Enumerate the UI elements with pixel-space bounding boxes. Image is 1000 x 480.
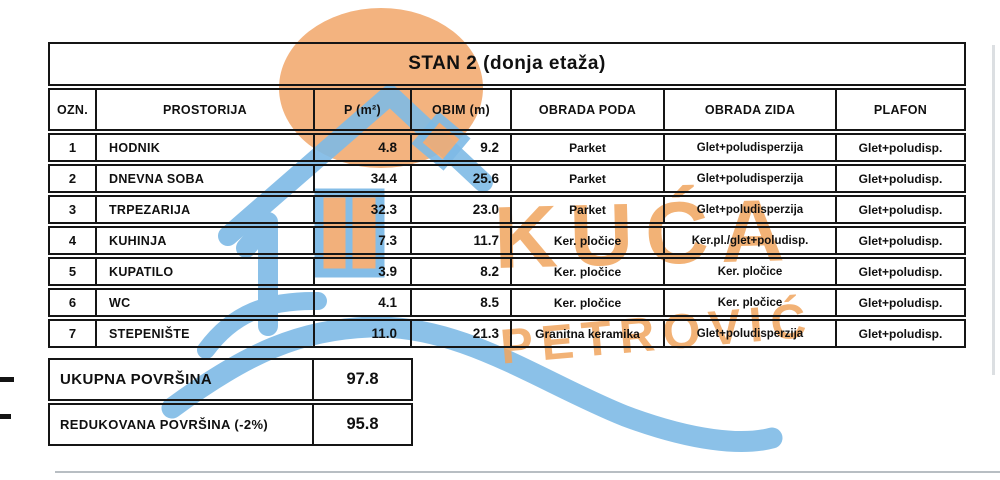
- header-obrada-poda: OBRADA PODA: [512, 90, 665, 129]
- summary-row-total: UKUPNA POVRŠINA 97.8: [48, 358, 413, 401]
- table-header-row: OZN. PROSTORIJA P (m²) OBIM (m) OBRADA P…: [48, 88, 966, 131]
- cell-ozn: 6: [50, 290, 97, 315]
- cell-floor: Ker. pločice: [512, 259, 665, 284]
- header-obrada-zida: OBRADA ZIDA: [665, 90, 837, 129]
- table-row: 2 DNEVNA SOBA 34.4 25.6 Parket Glet+polu…: [48, 164, 966, 193]
- table-row: 4 KUHINJA 7.3 11.7 Ker. pločice Ker.pl./…: [48, 226, 966, 255]
- scan-right-edge: [992, 45, 995, 375]
- table-row: 6 WC 4.1 8.5 Ker. pločice Ker. pločice G…: [48, 288, 966, 317]
- header-obim: OBIM (m): [412, 90, 512, 129]
- cell-perim: 8.2: [412, 259, 512, 284]
- summary-reduced-label: REDUKOVANA POVRŠINA (-2%): [50, 405, 314, 444]
- summary-total-label: UKUPNA POVRŠINA: [50, 360, 314, 399]
- cell-wall: Ker. pločice: [665, 290, 837, 315]
- table-row: 1 HODNIK 4.8 9.2 Parket Glet+poludisperz…: [48, 133, 966, 162]
- cell-area: 34.4: [315, 166, 412, 191]
- cell-perim: 23.0: [412, 197, 512, 222]
- cell-room: TRPEZARIJA: [97, 197, 315, 222]
- cell-floor: Parket: [512, 197, 665, 222]
- margin-dash-2: [0, 414, 11, 419]
- header-ozn: OZN.: [50, 90, 97, 129]
- header-plafon: PLAFON: [873, 102, 928, 117]
- summary-reduced-value: 95.8: [346, 415, 379, 433]
- cell-floor: Ker. pločice: [512, 228, 665, 253]
- cell-room: HODNIK: [97, 135, 315, 160]
- cell-ceiling: Glet+poludisp.: [858, 171, 943, 186]
- cell-room: KUPATILO: [97, 259, 315, 284]
- cell-wall: Ker. pločice: [665, 259, 837, 284]
- cell-perim: 8.5: [412, 290, 512, 315]
- cell-perim: 11.7: [412, 228, 512, 253]
- cell-ozn: 7: [50, 321, 97, 346]
- summary-table: UKUPNA POVRŠINA 97.8 REDUKOVANA POVRŠINA…: [48, 358, 413, 448]
- summary-row-reduced: REDUKOVANA POVRŠINA (-2%) 95.8: [48, 403, 413, 446]
- cell-area: 11.0: [315, 321, 412, 346]
- cell-wall: Glet+poludisperzija: [665, 166, 837, 191]
- cell-ozn: 5: [50, 259, 97, 284]
- table-row: 5 KUPATILO 3.9 8.2 Ker. pločice Ker. plo…: [48, 257, 966, 286]
- room-spec-table: STAN 2 (donja etaža) OZN. PROSTORIJA P (…: [48, 42, 966, 350]
- summary-total-value: 97.8: [346, 370, 379, 388]
- cell-area: 3.9: [315, 259, 412, 284]
- page-title: STAN 2 (donja etaža): [408, 53, 606, 74]
- cell-ozn: 2: [50, 166, 97, 191]
- cell-ceiling: Glet+poludisp.: [858, 326, 943, 341]
- cell-room: WC: [97, 290, 315, 315]
- logo-base: [197, 291, 327, 359]
- cell-perim: 9.2: [412, 135, 512, 160]
- cell-ceiling: Glet+poludisp.: [858, 264, 943, 279]
- cell-floor: Ker. pločice: [512, 290, 665, 315]
- table-row: 7 STEPENIŠTE 11.0 21.3 Granitna keramika…: [48, 319, 966, 348]
- cell-wall: Glet+poludisperzija: [665, 135, 837, 160]
- cell-ceiling: Glet+poludisp.: [858, 295, 943, 310]
- cell-area: 4.1: [315, 290, 412, 315]
- cell-ozn: 1: [50, 135, 97, 160]
- cell-wall: Glet+poludisperzija: [665, 197, 837, 222]
- table-title: STAN 2 (donja etaža): [48, 42, 966, 86]
- cell-wall: Glet+poludisperzija: [665, 321, 837, 346]
- margin-dash-1: [0, 377, 14, 382]
- header-p: P (m²): [315, 90, 412, 129]
- cell-area: 7.3: [315, 228, 412, 253]
- cell-wall: Ker.pl./glet+poludisp.: [665, 228, 837, 253]
- cell-perim: 25.6: [412, 166, 512, 191]
- cell-floor: Granitna keramika: [512, 321, 665, 346]
- cell-ozn: 4: [50, 228, 97, 253]
- cell-ozn: 3: [50, 197, 97, 222]
- cell-area: 32.3: [315, 197, 412, 222]
- table-row: 3 TRPEZARIJA 32.3 23.0 Parket Glet+polud…: [48, 195, 966, 224]
- cell-floor: Parket: [512, 135, 665, 160]
- cell-ceiling: Glet+poludisp.: [858, 140, 943, 155]
- cell-floor: Parket: [512, 166, 665, 191]
- cell-ceiling: Glet+poludisp.: [858, 233, 943, 248]
- cell-room: DNEVNA SOBA: [97, 166, 315, 191]
- cell-room: KUHINJA: [97, 228, 315, 253]
- cell-area: 4.8: [315, 135, 412, 160]
- cell-room: STEPENIŠTE: [97, 321, 315, 346]
- cell-perim: 21.3: [412, 321, 512, 346]
- cell-ceiling: Glet+poludisp.: [858, 202, 943, 217]
- header-prostorija: PROSTORIJA: [97, 90, 315, 129]
- scan-bottom-line: [55, 471, 1000, 473]
